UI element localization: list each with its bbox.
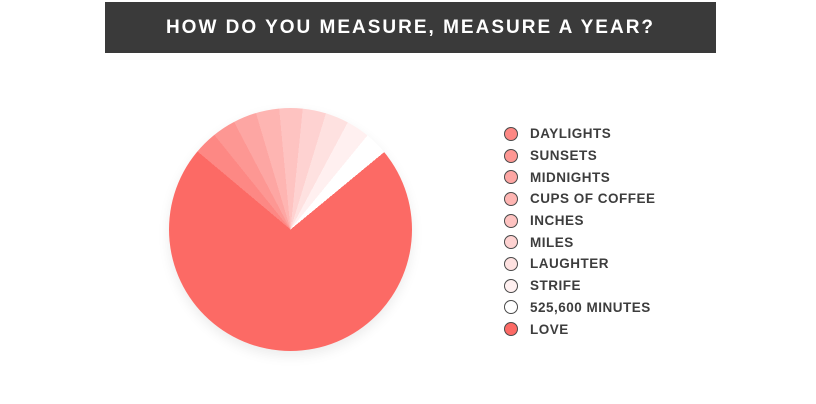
legend-label: STRIFE bbox=[530, 278, 582, 294]
legend-label: 525,600 MINUTES bbox=[530, 299, 651, 315]
legend-dot-icon bbox=[504, 126, 518, 141]
pie-chart bbox=[169, 108, 412, 351]
legend-label: LOVE bbox=[530, 321, 569, 337]
legend-dot-icon bbox=[504, 256, 518, 271]
legend-dot-icon bbox=[504, 148, 518, 163]
page-title: HOW DO YOU MEASURE, MEASURE A YEAR? bbox=[165, 16, 656, 38]
legend-label: MIDNIGHTS bbox=[530, 169, 611, 185]
legend-item: MIDNIGHTS bbox=[504, 166, 656, 188]
legend-dot-icon bbox=[504, 300, 518, 315]
legend-label: LAUGHTER bbox=[530, 256, 609, 272]
legend-item: MILES bbox=[504, 231, 656, 253]
legend-dot-icon bbox=[504, 235, 518, 250]
legend-item: LAUGHTER bbox=[504, 253, 656, 275]
legend-item: CUPS OF COFFEE bbox=[504, 188, 656, 210]
legend-item: INCHES bbox=[504, 210, 656, 232]
legend-item: STRIFE bbox=[504, 275, 656, 297]
legend-dot-icon bbox=[504, 191, 518, 206]
legend-label: CUPS OF COFFEE bbox=[530, 191, 656, 207]
legend-item: 525,600 MINUTES bbox=[504, 297, 656, 319]
legend-dot-icon bbox=[504, 278, 518, 293]
legend: DAYLIGHTS SUNSETS MIDNIGHTS CUPS OF COFFEE I… bbox=[504, 123, 656, 340]
legend-label: INCHES bbox=[530, 213, 585, 229]
legend-label: SUNSETS bbox=[530, 148, 598, 164]
legend-label: MILES bbox=[530, 234, 574, 250]
title-bar: HOW DO YOU MEASURE, MEASURE A YEAR? bbox=[105, 2, 716, 53]
legend-dot-icon bbox=[504, 322, 518, 337]
legend-dot-icon bbox=[504, 213, 518, 228]
legend-label: DAYLIGHTS bbox=[530, 126, 612, 142]
legend-item: LOVE bbox=[504, 318, 656, 340]
legend-item: SUNSETS bbox=[504, 145, 656, 167]
legend-dot-icon bbox=[504, 170, 518, 185]
legend-item: DAYLIGHTS bbox=[504, 123, 656, 145]
